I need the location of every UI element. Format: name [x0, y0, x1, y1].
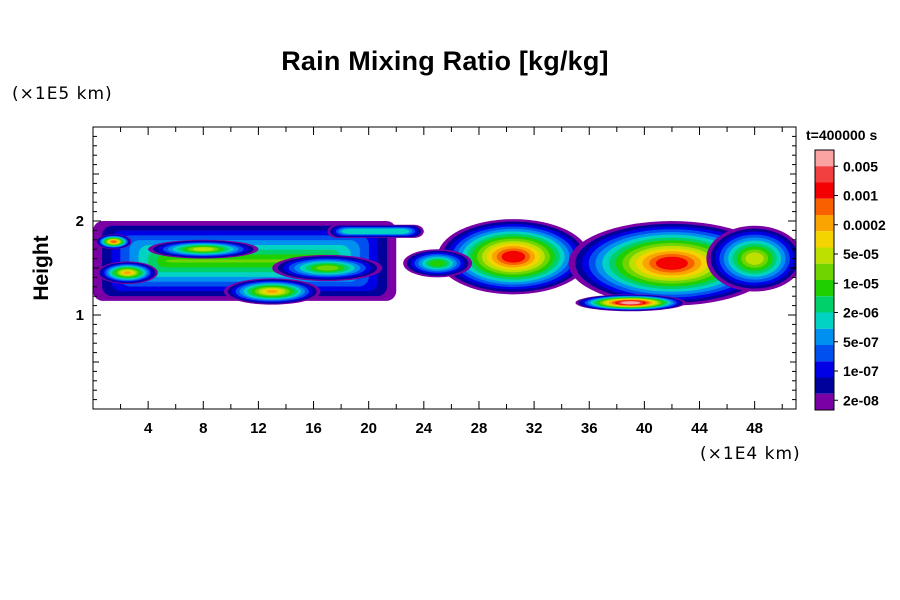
upper-strip-level-5	[341, 228, 410, 234]
x-tick-label: 24	[415, 420, 432, 437]
colorbar-swatch	[815, 166, 834, 183]
right-cell	[568, 220, 776, 306]
colorbar-label: 0.005	[843, 158, 878, 174]
colorbar-swatch	[815, 198, 834, 215]
right-edge	[706, 225, 796, 292]
colorbar-swatch	[815, 215, 834, 232]
left-cell-d	[223, 278, 321, 305]
right-cell-level-13	[655, 256, 688, 270]
left-cell-b-level-11	[123, 271, 132, 275]
left-cell-a-level-12	[110, 240, 117, 243]
y-tick-label: 2	[76, 213, 84, 230]
right-edge-level-9	[745, 252, 764, 265]
time-label: t=400000 s	[806, 127, 878, 143]
colorbar-swatch	[815, 247, 834, 264]
left-cell-d-level-11	[266, 289, 278, 294]
x-tick-label: 20	[360, 420, 377, 437]
colorbar-label: 2e-08	[843, 392, 879, 408]
colorbar-label: 1e-07	[843, 363, 879, 379]
center-tail	[403, 249, 473, 278]
x-tick-label: 44	[691, 420, 708, 437]
chart-title: Rain Mixing Ratio [kg/kg]	[281, 46, 609, 76]
x-tick-label: 36	[581, 420, 598, 437]
x-tick-label: 32	[526, 420, 543, 437]
x-tick-label: 40	[636, 420, 653, 437]
colorbar-swatch	[815, 150, 834, 167]
colorbar-swatch	[815, 393, 834, 410]
x-tick-label: 12	[250, 420, 267, 437]
colorbar-label: 0.001	[843, 188, 878, 204]
x-tick-label: 28	[471, 420, 488, 437]
colorbar-swatch	[815, 231, 834, 248]
right-base-level-15	[620, 301, 641, 305]
x-tick-label: 8	[199, 420, 207, 437]
x-axis-unit: (×1E4 km)	[700, 444, 801, 464]
y-axis-unit: (×1E5 km)	[12, 84, 113, 104]
left-cell-b	[97, 261, 158, 284]
colorbar-swatch	[815, 312, 834, 329]
colorbar-swatch	[815, 280, 834, 297]
colorbar-label: 1e-05	[843, 275, 879, 291]
colorbar-label: 5e-05	[843, 246, 879, 262]
x-tick-label: 4	[144, 420, 153, 437]
center-tail-level-7	[429, 260, 446, 267]
y-tick-label: 1	[76, 307, 84, 324]
center-cell-level-13	[501, 250, 526, 263]
colorbar-swatch	[815, 263, 834, 280]
left-cell-c-level-9	[192, 247, 214, 251]
x-tick-label: 16	[305, 420, 322, 437]
colorbar-swatch	[815, 345, 834, 362]
colorbar-swatch	[815, 328, 834, 345]
center-cell	[437, 219, 590, 295]
rain-field	[93, 219, 796, 312]
colorbar-label: 5e-07	[843, 334, 879, 350]
x-tick-label: 48	[746, 420, 763, 437]
colorbar-label: 2e-06	[843, 305, 879, 321]
colorbar-swatch	[815, 377, 834, 394]
colorbar-swatch	[815, 361, 834, 378]
colorbar-frame	[814, 149, 835, 411]
right-base	[575, 294, 686, 312]
colorbar-swatch	[815, 296, 834, 313]
colorbar-swatch	[815, 182, 834, 199]
upper-strip	[327, 224, 424, 238]
left-cell-e	[272, 254, 383, 282]
left-cell-e-level-8	[316, 265, 339, 271]
left-cell-a	[95, 234, 132, 250]
left-cell-c	[148, 239, 259, 259]
colorbar-label: 0.0002	[843, 217, 886, 233]
colorbar: 0.005 0.001 0.0002 5e-05 1e-05 2e-06 5e-07 1e-0…	[814, 149, 886, 411]
